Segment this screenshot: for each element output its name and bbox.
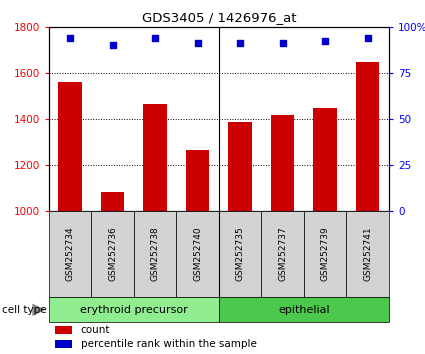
- Text: GSM252739: GSM252739: [320, 227, 330, 281]
- Point: [109, 42, 116, 48]
- Point: [364, 35, 371, 40]
- Point: [67, 35, 74, 40]
- Point: [194, 40, 201, 46]
- FancyBboxPatch shape: [219, 211, 261, 297]
- Bar: [143, 104, 167, 211]
- Bar: [58, 82, 82, 211]
- Text: GSM252741: GSM252741: [363, 227, 372, 281]
- Bar: [55, 340, 72, 348]
- FancyBboxPatch shape: [176, 211, 219, 297]
- Text: GSM252737: GSM252737: [278, 227, 287, 281]
- Text: cell type: cell type: [2, 305, 47, 315]
- FancyBboxPatch shape: [134, 211, 176, 297]
- FancyBboxPatch shape: [219, 297, 389, 322]
- Point: [237, 40, 244, 46]
- Text: count: count: [81, 325, 110, 335]
- FancyBboxPatch shape: [304, 211, 346, 297]
- Text: epithelial: epithelial: [278, 305, 330, 315]
- FancyBboxPatch shape: [49, 211, 91, 297]
- FancyBboxPatch shape: [49, 297, 219, 322]
- Point: [322, 39, 329, 44]
- Bar: [186, 150, 209, 211]
- Text: erythroid precursor: erythroid precursor: [80, 305, 188, 315]
- Point: [279, 40, 286, 46]
- Point: [152, 35, 159, 40]
- Bar: [356, 62, 379, 211]
- FancyBboxPatch shape: [91, 211, 134, 297]
- Bar: [55, 326, 72, 334]
- Bar: [228, 122, 252, 211]
- Polygon shape: [32, 304, 46, 316]
- Bar: [313, 108, 337, 211]
- FancyBboxPatch shape: [346, 211, 389, 297]
- Text: GSM252734: GSM252734: [65, 227, 75, 281]
- Title: GDS3405 / 1426976_at: GDS3405 / 1426976_at: [142, 11, 296, 24]
- Bar: [101, 192, 124, 211]
- Text: GSM252738: GSM252738: [150, 227, 160, 281]
- Text: GSM252740: GSM252740: [193, 227, 202, 281]
- Bar: [271, 115, 294, 211]
- Text: percentile rank within the sample: percentile rank within the sample: [81, 339, 257, 349]
- Text: GSM252736: GSM252736: [108, 227, 117, 281]
- Text: GSM252735: GSM252735: [235, 227, 245, 281]
- FancyBboxPatch shape: [261, 211, 304, 297]
